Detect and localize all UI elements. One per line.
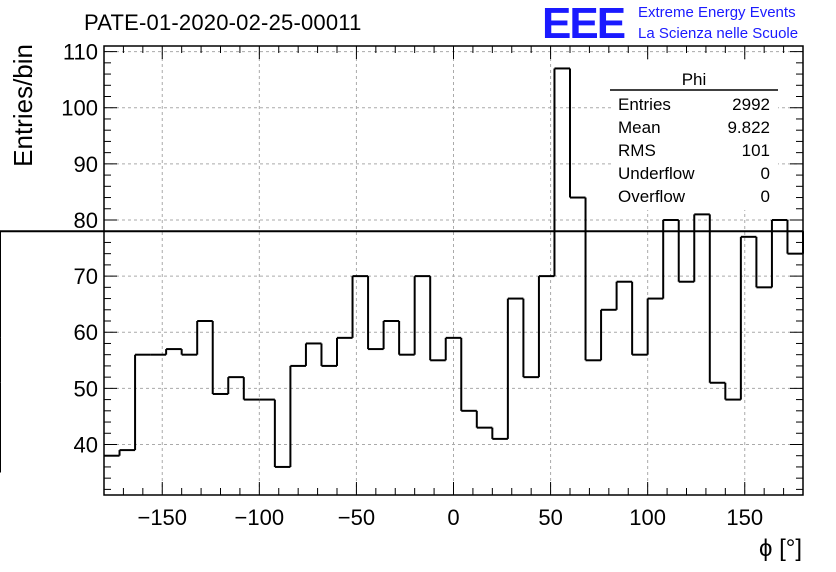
chart-title: PATE-01-2020-02-25-00011 xyxy=(84,10,362,35)
stats-box: Phi Entries 2992 Mean 9.822 RMS 101 Underflow 0 O… xyxy=(610,60,778,210)
y-axis-label: Entries/bin xyxy=(8,44,38,167)
stats-name: Phi xyxy=(682,70,707,89)
stats-label: Overflow xyxy=(618,187,686,206)
y-tick-label: 80 xyxy=(74,208,98,233)
y-tick-label: 90 xyxy=(74,152,98,177)
x-tick-label: −100 xyxy=(235,505,285,530)
stats-label: Mean xyxy=(618,118,661,137)
y-tick-label: 70 xyxy=(74,264,98,289)
stats-label: RMS xyxy=(618,141,656,160)
stats-value: 0 xyxy=(761,187,770,206)
x-axis-label: ϕ [°] xyxy=(759,535,802,562)
axes xyxy=(103,45,804,496)
stats-value: 0 xyxy=(761,164,770,183)
y-tick-label: 40 xyxy=(74,432,98,457)
x-tick-label: 150 xyxy=(726,505,763,530)
y-tick-label: 50 xyxy=(74,376,98,401)
stats-label: Entries xyxy=(618,95,671,114)
x-tick-label: −50 xyxy=(338,505,375,530)
y-tick-label: 60 xyxy=(74,320,98,345)
stats-label: Underflow xyxy=(618,164,695,183)
eee-logo: EEE xyxy=(542,0,626,48)
stats-value: 2992 xyxy=(732,95,770,114)
x-tick-label: 0 xyxy=(447,505,459,530)
y-tick-label: 110 xyxy=(63,40,98,65)
x-tick-label: 50 xyxy=(538,505,562,530)
x-tick-label: 100 xyxy=(629,505,666,530)
axis-labels: −150 −100 −50 0 50 100 150 40 50 60 70 80 90 100 110 ϕ … xyxy=(8,40,802,562)
histogram-bars xyxy=(0,67,804,473)
stats-background xyxy=(612,60,778,210)
y-tick-label: 100 xyxy=(61,96,98,121)
brand-line-2: La Scienza nelle Scuole xyxy=(638,25,799,42)
brand-line-1: Extreme Energy Events xyxy=(638,4,796,21)
stats-value: 101 xyxy=(742,141,770,160)
x-tick-label: −150 xyxy=(137,505,187,530)
grid-lines xyxy=(104,46,803,495)
stats-value: 9.822 xyxy=(727,118,770,137)
